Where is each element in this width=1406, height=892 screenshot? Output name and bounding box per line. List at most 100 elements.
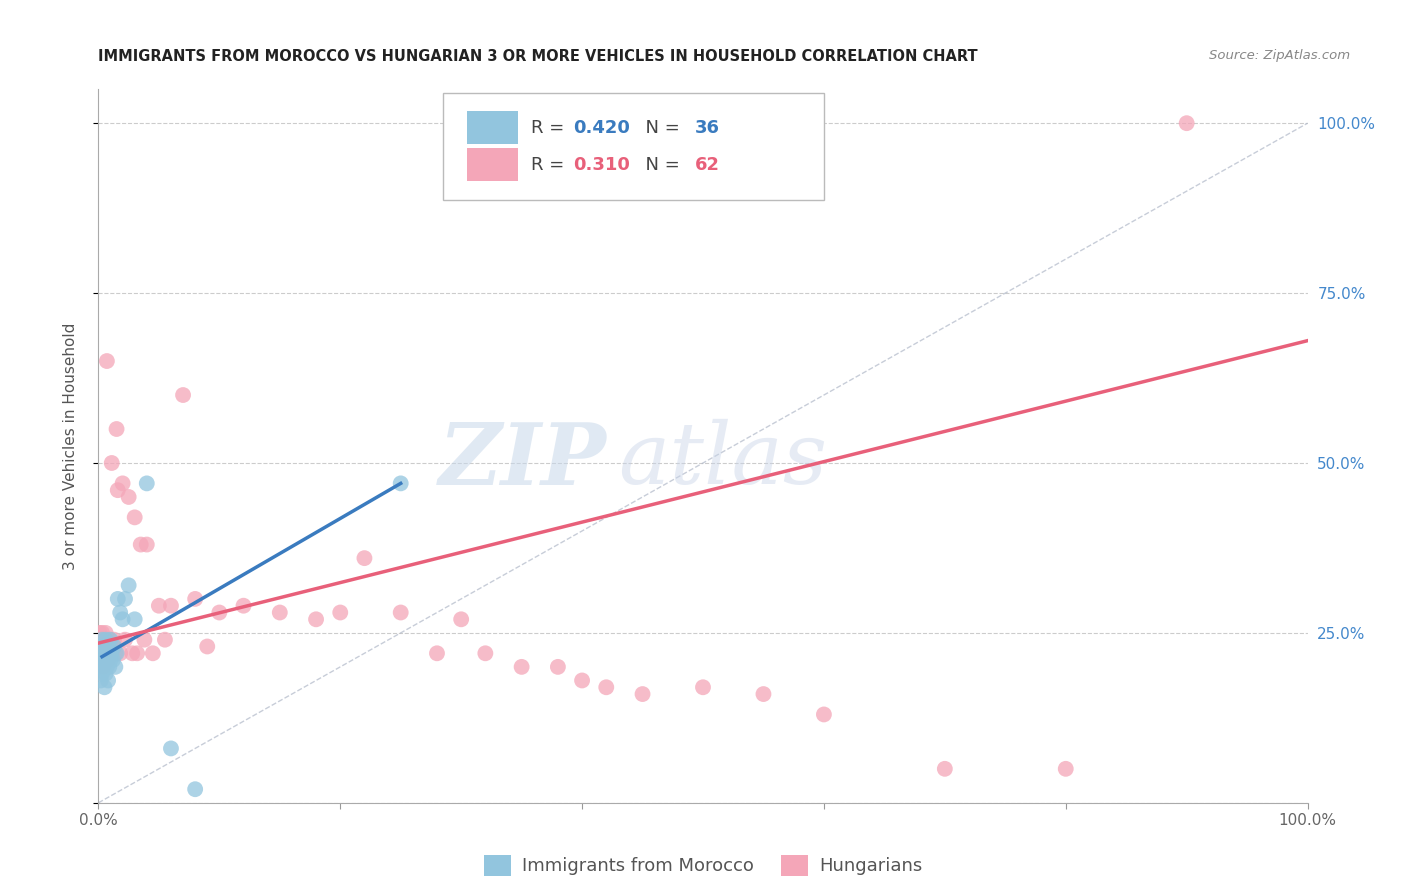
Point — [195, 640, 218, 654]
Y-axis label: 3 or more Vehicles in Household: 3 or more Vehicles in Household — [63, 322, 77, 570]
Point — [104, 660, 127, 674]
Point — [90, 673, 112, 688]
Text: N =: N = — [634, 119, 686, 136]
Point — [752, 687, 775, 701]
Point — [232, 599, 254, 613]
Point — [94, 646, 117, 660]
Point — [100, 653, 122, 667]
Point — [692, 680, 714, 694]
Point — [98, 646, 121, 660]
Point — [89, 646, 111, 660]
Point — [108, 606, 131, 620]
Point — [107, 483, 129, 498]
Point — [329, 606, 352, 620]
Point — [96, 632, 118, 647]
Point — [93, 646, 115, 660]
Point — [100, 646, 122, 660]
FancyBboxPatch shape — [467, 148, 517, 181]
Point — [91, 646, 114, 660]
Point — [111, 612, 134, 626]
Point — [450, 612, 472, 626]
Text: R =: R = — [531, 119, 571, 136]
Point — [98, 632, 121, 647]
Point — [105, 422, 128, 436]
Point — [269, 606, 291, 620]
Point — [94, 632, 117, 647]
Point — [103, 632, 125, 647]
Point — [813, 707, 835, 722]
Text: R =: R = — [531, 156, 571, 174]
Point — [129, 537, 152, 551]
Text: 0.420: 0.420 — [574, 119, 630, 136]
Point — [91, 660, 114, 674]
Point — [111, 476, 134, 491]
Point — [91, 640, 114, 654]
Point — [107, 591, 129, 606]
Point — [96, 660, 118, 674]
Point — [571, 673, 593, 688]
Point — [101, 640, 124, 654]
Point — [389, 476, 412, 491]
Text: atlas: atlas — [619, 419, 828, 501]
Point — [103, 640, 125, 654]
Point — [97, 673, 120, 688]
Point — [93, 646, 115, 660]
Point — [91, 640, 114, 654]
Point — [135, 537, 157, 551]
Point — [91, 632, 114, 647]
Point — [90, 660, 112, 674]
FancyBboxPatch shape — [467, 112, 517, 145]
Point — [101, 653, 124, 667]
Point — [127, 646, 149, 660]
Point — [148, 599, 170, 613]
Point — [114, 632, 136, 647]
Point — [93, 632, 115, 647]
Point — [118, 490, 141, 504]
Point — [91, 666, 114, 681]
Point — [100, 640, 122, 654]
Point — [934, 762, 956, 776]
Point — [1054, 762, 1077, 776]
Point — [98, 660, 121, 674]
Text: 36: 36 — [695, 119, 720, 136]
Point — [474, 646, 496, 660]
Point — [97, 640, 120, 654]
Text: IMMIGRANTS FROM MOROCCO VS HUNGARIAN 3 OR MORE VEHICLES IN HOUSEHOLD CORRELATION: IMMIGRANTS FROM MOROCCO VS HUNGARIAN 3 O… — [98, 49, 979, 64]
Point — [595, 680, 617, 694]
Point — [100, 632, 122, 647]
Point — [184, 591, 207, 606]
Point — [353, 551, 375, 566]
Point — [90, 640, 112, 654]
Point — [105, 646, 128, 660]
Point — [91, 653, 114, 667]
Point — [510, 660, 533, 674]
Point — [90, 653, 112, 667]
Point — [108, 646, 131, 660]
Point — [426, 646, 449, 660]
Point — [1175, 116, 1198, 130]
Text: 0.310: 0.310 — [574, 156, 630, 174]
Point — [134, 632, 156, 647]
Point — [631, 687, 654, 701]
Point — [208, 606, 231, 620]
Point — [104, 646, 127, 660]
Point — [97, 640, 120, 654]
FancyBboxPatch shape — [443, 93, 824, 200]
Point — [94, 626, 117, 640]
Point — [89, 626, 111, 640]
Point — [121, 646, 143, 660]
Point — [184, 782, 207, 797]
Point — [91, 660, 114, 674]
Point — [96, 646, 118, 660]
Point — [135, 476, 157, 491]
Point — [389, 606, 412, 620]
Point — [547, 660, 569, 674]
Point — [153, 632, 176, 647]
Point — [160, 599, 183, 613]
Point — [124, 510, 146, 524]
Point — [97, 653, 120, 667]
Point — [118, 578, 141, 592]
Point — [94, 653, 117, 667]
Point — [91, 626, 114, 640]
Point — [100, 456, 122, 470]
